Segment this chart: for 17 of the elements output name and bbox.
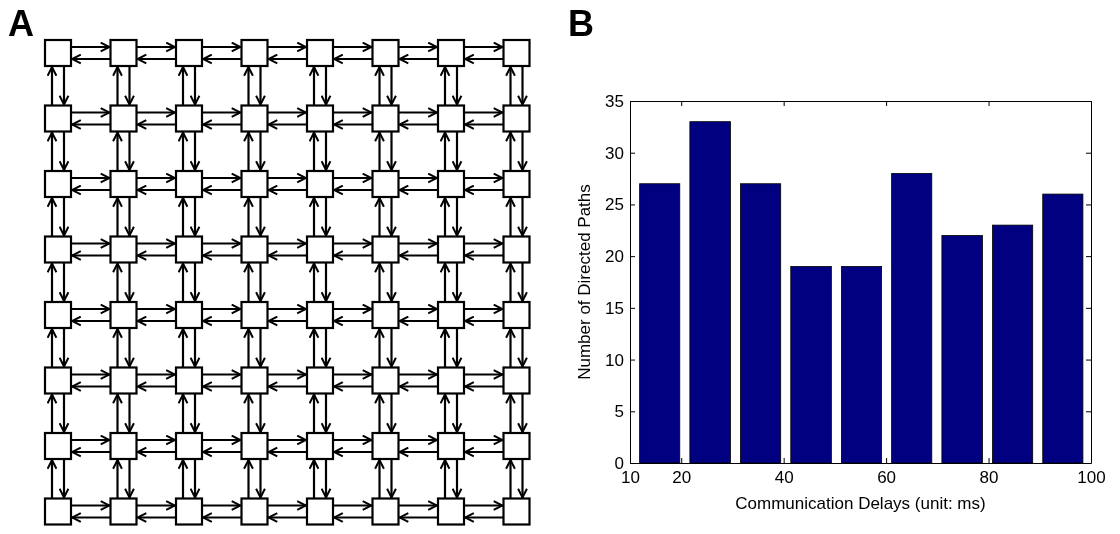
text: A [8, 3, 34, 44]
y-tick-label: 0 [614, 453, 624, 473]
y-tick-label: 5 [614, 402, 624, 422]
y-tick-label: 35 [605, 91, 624, 111]
y-tick-label: 15 [605, 298, 624, 318]
x-axis-title: Communication Delays (unit: ms) [735, 494, 986, 513]
chart-title: B [568, 3, 594, 44]
y-axis-title: Number of Directed Paths [575, 184, 594, 380]
y-tick-label: 20 [605, 247, 624, 267]
x-tick-label: 60 [877, 468, 897, 488]
x-tick-label: 80 [979, 468, 999, 488]
y-tick-label: 10 [605, 350, 624, 370]
x-tick-label: 100 [1077, 468, 1106, 488]
y-tick-label: 30 [605, 143, 624, 163]
x-tick-label: 40 [774, 468, 794, 488]
x-tick-label: 20 [672, 468, 692, 488]
y-tick-label: 25 [605, 195, 624, 215]
